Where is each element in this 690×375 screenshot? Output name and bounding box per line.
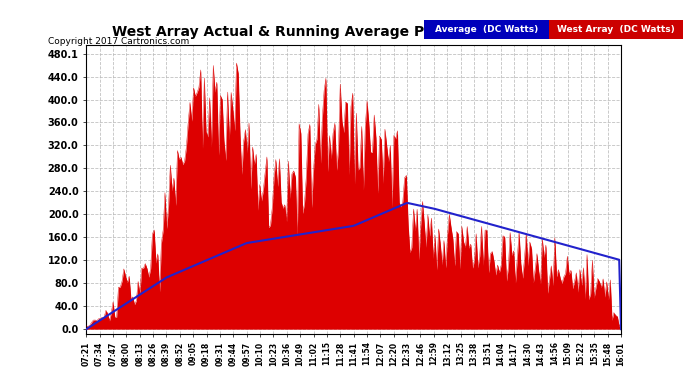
Title: West Array Actual & Running Average Power Fri Dec 29 16:14: West Array Actual & Running Average Powe… — [112, 25, 595, 39]
Text: Average  (DC Watts): Average (DC Watts) — [435, 25, 538, 34]
Text: Copyright 2017 Cartronics.com: Copyright 2017 Cartronics.com — [48, 38, 190, 46]
Text: West Array  (DC Watts): West Array (DC Watts) — [557, 25, 675, 34]
Bar — [549, 20, 683, 39]
Bar — [424, 20, 549, 39]
